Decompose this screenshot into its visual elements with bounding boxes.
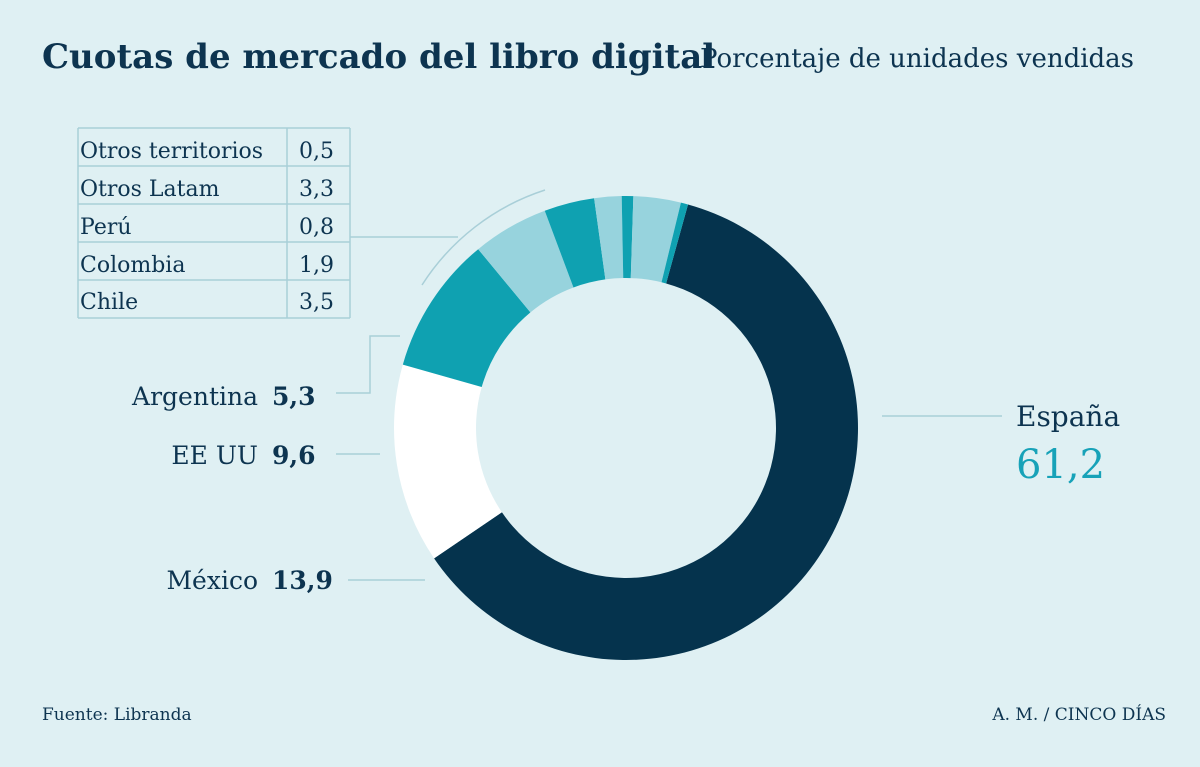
slice-méxico: [394, 364, 502, 559]
slice-españa: [434, 204, 858, 660]
leader-arc-small-shares: [421, 189, 546, 286]
table-name-otros-latam: Otros Latam: [80, 177, 220, 202]
table-value-otros-territorios: 0,5: [299, 139, 334, 164]
label-name-mexico: México: [166, 566, 258, 595]
label-name-eeuu: EE UU: [171, 441, 258, 470]
source-note: Fuente: Libranda: [42, 705, 192, 725]
slice-chile: [544, 198, 606, 288]
donut-slices: [394, 195, 858, 660]
table-value-chile: 3,5: [299, 290, 334, 315]
label-value-espana: 61,2: [1016, 442, 1105, 488]
table-name-otros-territorios: Otros territorios: [80, 139, 263, 164]
chart-title: Cuotas de mercado del libro digital: [42, 37, 715, 77]
label-value-eeuu: 9,6: [272, 441, 316, 470]
chart-subtitle: Porcentaje de unidades vendidas: [700, 44, 1134, 74]
slice-argentina: [478, 210, 574, 313]
slice-ee-uu: [402, 249, 531, 388]
credit-note: A. M. / CINCO DÍAS: [991, 704, 1166, 725]
table-value-otros-latam: 3,3: [299, 177, 334, 202]
slice-colombia: [594, 196, 624, 280]
small-share-table: Otros territorios 0,5 Otros Latam 3,3 Pe…: [77, 127, 351, 319]
table-value-peru: 0,8: [299, 215, 334, 240]
slice-otros-territorios: [661, 202, 688, 284]
table-name-colombia: Colombia: [80, 253, 185, 278]
slice-perú: [621, 195, 634, 279]
table-name-chile: Chile: [80, 290, 138, 315]
label-name-argentina: Argentina: [131, 382, 258, 411]
table-name-peru: Perú: [80, 215, 132, 240]
leader-lines: [336, 189, 1002, 581]
label-name-espana: España: [1016, 400, 1120, 433]
leader-argentina: [336, 335, 400, 394]
table-value-colombia: 1,9: [299, 253, 334, 278]
label-value-argentina: 5,3: [272, 382, 316, 411]
label-value-mexico: 13,9: [272, 566, 333, 595]
slice-otros-latam: [630, 196, 681, 283]
